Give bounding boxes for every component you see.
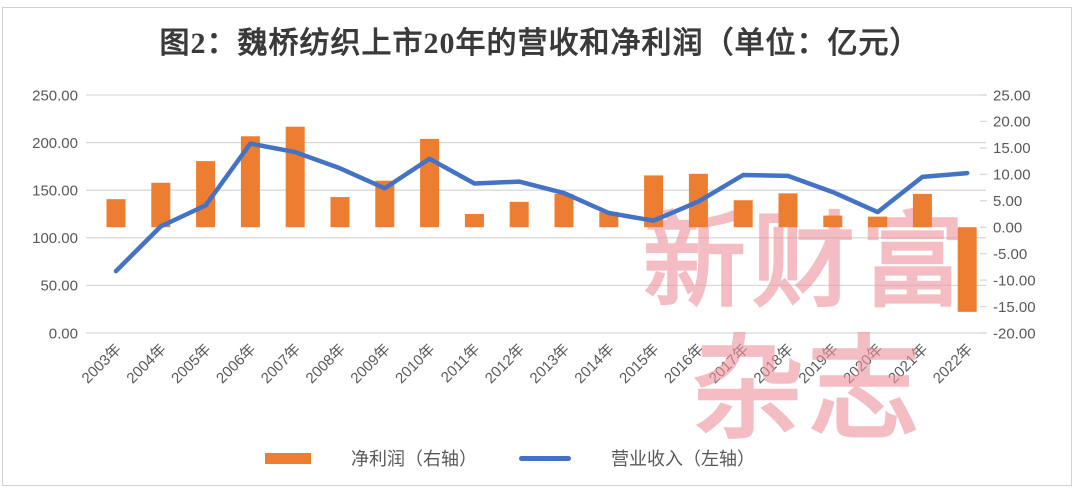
x-axis-label: 2010年	[392, 341, 438, 387]
x-axis-label: 2020年	[840, 341, 886, 387]
chart-legend: 净利润（右轴） 营业收入（左轴）	[0, 445, 1050, 471]
x-axis-label: 2021年	[885, 341, 931, 387]
legend-item-net-profit: 净利润（右轴）	[265, 445, 477, 471]
x-axis-label: 2012年	[482, 341, 528, 387]
x-axis-label: 2016年	[661, 341, 707, 387]
right-axis-tick-label: 15.00	[993, 140, 1031, 157]
x-axis-label: 2011年	[438, 341, 483, 386]
x-axis-label: 2007年	[258, 341, 304, 387]
chart-title: 图2：魏桥纺织上市20年的营收和净利润（单位：亿元）	[159, 27, 921, 60]
right-axis-tick-label: 5.00	[993, 193, 1022, 210]
x-axis-label: 2014年	[571, 341, 617, 387]
right-axis-tick-label: 10.00	[993, 167, 1031, 184]
left-axis-tick-label: 150.00	[32, 182, 78, 199]
right-axis-tick-label: -5.00	[993, 246, 1027, 263]
right-axis-tick-label: -10.00	[993, 272, 1036, 289]
x-axis-label: 2018年	[751, 341, 797, 387]
left-axis-tick-label: 100.00	[32, 230, 78, 247]
x-axis-label: 2022年	[930, 341, 976, 387]
legend-item-revenue: 营业收入（左轴）	[519, 445, 755, 471]
legend-label-revenue: 营业收入（左轴）	[611, 449, 755, 469]
right-axis-tick-label: 25.00	[993, 87, 1031, 104]
x-axis-label: 2004年	[123, 341, 169, 387]
x-axis-label: 2008年	[303, 341, 349, 387]
x-axis-label: 2006年	[213, 341, 259, 387]
net-profit-swatch-icon	[265, 452, 311, 464]
right-axis-tick-label: -20.00	[993, 325, 1036, 342]
revenue-line-swatch-icon	[519, 455, 571, 461]
left-axis-tick-label: 250.00	[32, 87, 78, 104]
right-axis-tick-label: 20.00	[993, 114, 1031, 131]
x-axis-label: 2003年	[79, 341, 125, 387]
legend-label-net-profit: 净利润（右轴）	[351, 449, 477, 469]
left-axis-tick-label: 200.00	[32, 135, 78, 152]
right-axis-tick-label: 0.00	[993, 219, 1022, 236]
x-axis-label: 2015年	[616, 341, 662, 387]
x-axis-label: 2019年	[795, 341, 841, 387]
x-axis-label: 2009年	[347, 341, 393, 387]
left-axis-tick-label: 0.00	[49, 325, 78, 342]
x-axis-label: 2013年	[527, 341, 573, 387]
x-axis-label: 2017年	[706, 341, 752, 387]
x-axis-label: 2005年	[168, 341, 214, 387]
left-axis-tick-label: 50.00	[40, 278, 78, 295]
right-axis-tick-label: -15.00	[993, 299, 1036, 316]
